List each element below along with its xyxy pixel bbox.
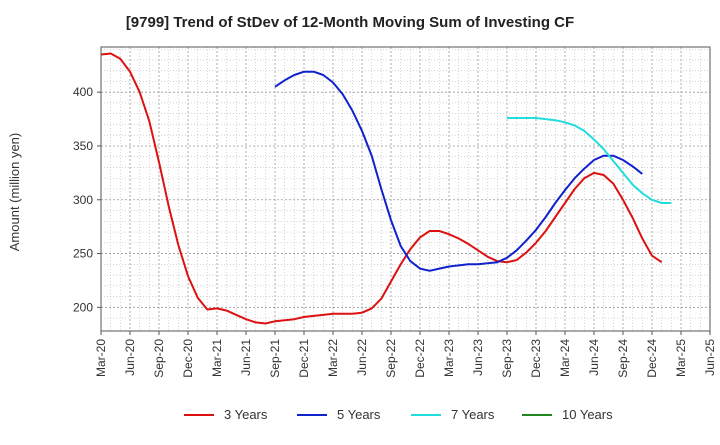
- x-tick-label: Jun-20: [123, 339, 137, 376]
- series-lines: [100, 52, 672, 325]
- x-tick-label: Sep-21: [268, 339, 282, 378]
- legend-label: 7 Years: [451, 407, 495, 422]
- x-tick-label: Mar-24: [558, 339, 572, 377]
- x-tick-label: Mar-23: [442, 339, 456, 377]
- x-tick-label: Mar-22: [326, 339, 340, 377]
- x-tick-label: Mar-21: [210, 339, 224, 377]
- plot-frame: [100, 46, 711, 332]
- x-tick-label: Jun-22: [355, 339, 369, 376]
- y-axis-label: Amount (million yen): [7, 133, 22, 252]
- x-tick-label: Jun-25: [703, 339, 717, 376]
- series-line-7-years: [507, 117, 672, 204]
- y-tick-label: 300: [73, 193, 93, 207]
- legend: 3 Years 5 Years 7 Years 10 Years: [184, 407, 613, 422]
- x-tick-label: Sep-23: [500, 339, 514, 378]
- x-tick-label: Sep-20: [152, 339, 166, 378]
- legend-label: 3 Years: [224, 407, 268, 422]
- x-tick-label: Sep-22: [384, 339, 398, 378]
- y-tick-label: 200: [73, 300, 93, 314]
- legend-label: 10 Years: [562, 407, 613, 422]
- series-line-3-years: [100, 52, 663, 325]
- x-tick-label: Dec-21: [297, 339, 311, 378]
- y-tick-label: 400: [73, 85, 93, 99]
- y-tick-labels: 200 250 300 350 400: [73, 85, 101, 314]
- x-tick-label: Mar-20: [94, 339, 108, 377]
- chart-title: [9799] Trend of StDev of 12-Month Moving…: [126, 14, 574, 31]
- series-line-5-years: [274, 70, 643, 272]
- grid: [101, 47, 710, 331]
- x-tick-label: Jun-24: [587, 339, 601, 376]
- y-tick-label: 250: [73, 247, 93, 261]
- y-tick-label: 350: [73, 139, 93, 153]
- x-tick-label: Mar-25: [674, 339, 688, 377]
- x-tick-labels: Mar-20 Jun-20 Sep-20 Dec-20 Mar-21 Jun-21 Sep-…: [94, 331, 717, 378]
- x-tick-label: Dec-24: [645, 339, 659, 378]
- x-tick-label: Dec-23: [529, 339, 543, 378]
- x-tick-label: Jun-23: [471, 339, 485, 376]
- legend-label: 5 Years: [337, 407, 381, 422]
- x-tick-label: Dec-20: [181, 339, 195, 378]
- x-tick-label: Dec-22: [413, 339, 427, 378]
- x-tick-label: Sep-24: [616, 339, 630, 378]
- x-tick-label: Jun-21: [239, 339, 253, 376]
